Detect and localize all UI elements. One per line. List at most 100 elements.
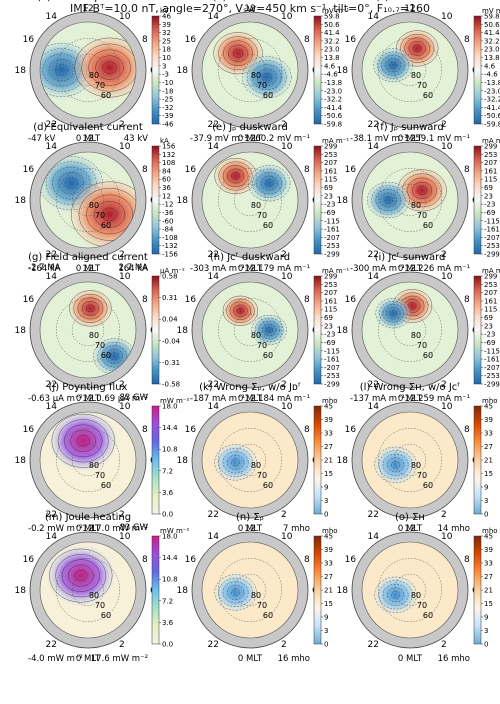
- contour-line: [227, 44, 249, 62]
- latitude-label: 80: [411, 591, 421, 600]
- latitude-label: 60: [101, 481, 111, 490]
- latitude-label: 60: [101, 611, 111, 620]
- contour-line: [58, 172, 85, 195]
- mlt-tick-label: 10: [119, 142, 131, 152]
- mlt-tick-label: 14: [368, 532, 380, 542]
- mlt-axis-label: 0 MLT: [238, 134, 263, 144]
- mlt-tick-label: 8: [142, 165, 148, 175]
- latitude-circle: [56, 428, 120, 492]
- colorbar-tick-label: -115: [484, 347, 500, 355]
- colorbar-tick-label: -23: [324, 201, 335, 209]
- mlt-tick-label: 8: [464, 295, 470, 305]
- latitude-circle: [361, 541, 459, 639]
- colorbar-tick-label: 33: [484, 430, 493, 438]
- contour-line: [386, 587, 405, 603]
- max-value-label: 17.0 mW m⁻²: [91, 524, 148, 534]
- panel-7: (g) Field aligned current807060121861410…: [15, 252, 185, 404]
- mlt-tick-label: 18: [177, 66, 189, 76]
- cell-blob: [365, 179, 412, 221]
- max-value-label: 17.6 mW m⁻²: [91, 654, 148, 664]
- colorbar-tick-label: 23.0: [324, 46, 340, 54]
- colorbar-tick-label: 207: [484, 159, 497, 167]
- contour-line: [374, 446, 417, 483]
- colorbar-tick-label: -0.58: [162, 381, 180, 389]
- mlt-tick-label: 14: [368, 272, 380, 282]
- colorbar: [313, 145, 322, 255]
- latitude-label: 70: [417, 471, 427, 480]
- colorbar-tick-label: 39: [484, 416, 493, 424]
- mlt-tick-label: 12: [82, 134, 93, 144]
- contour-line: [81, 301, 100, 316]
- mlt-tick-label: 12: [404, 394, 415, 404]
- mlt-tick-label: 10: [441, 272, 453, 282]
- latitude-circle: [361, 151, 459, 249]
- colorbar-tick-label: 39: [324, 416, 333, 424]
- latitude-circle: [393, 573, 427, 607]
- mlt-tick-label: 8: [142, 35, 148, 45]
- mlt-tick-label: 22: [46, 380, 57, 390]
- latitude-circle: [233, 443, 267, 477]
- latitude-label: 80: [89, 331, 99, 340]
- mlt-tick-label: 18: [337, 456, 349, 466]
- panel-1: (a) Electric potential807060121861410168…: [15, 0, 174, 144]
- colorbar: [151, 275, 160, 385]
- min-value-label: -0.63 μA m⁻²: [28, 394, 83, 404]
- contour-line: [389, 61, 398, 69]
- latitude-circle: [218, 38, 282, 102]
- map-field: [40, 22, 136, 118]
- mlt-tick-label: 22: [208, 640, 219, 650]
- colorbar: [151, 535, 160, 645]
- total-power-label: 83 GW: [119, 523, 148, 533]
- contour-line: [232, 48, 244, 58]
- panel-title: (h) Jᴄᶠ duskward: [210, 252, 290, 263]
- latitude-circle: [378, 168, 442, 232]
- colorbar-tick-label: 132: [162, 151, 175, 159]
- colorbar-tick-label: 0: [324, 641, 328, 649]
- mlt-tick-label: 16: [345, 35, 357, 45]
- mlt-tick-label: 12: [244, 524, 255, 534]
- latitude-label: 80: [251, 71, 261, 80]
- mlt-tick-label: 14: [46, 402, 58, 412]
- colorbar-tick-label: -69: [324, 339, 335, 347]
- mlt-tick-label: 10: [441, 532, 453, 542]
- colorbar-tick-label: 299: [324, 143, 337, 151]
- colorbar-tick-label: 41.4: [324, 29, 340, 37]
- contour-line: [382, 583, 409, 606]
- colorbar-tick-label: 18.0: [162, 403, 178, 411]
- latitude-circle: [218, 168, 282, 232]
- panel-8: (h) Jᴄᶠ duskward8070601218614101682220 M…: [177, 252, 350, 404]
- mlt-axis-label: 0 MLT: [76, 524, 101, 534]
- colorbar-tick-label: 23: [484, 192, 493, 200]
- map-field: [202, 152, 298, 248]
- contour-line: [264, 179, 274, 188]
- mlt-tick-label: 10: [119, 12, 131, 22]
- colorbar-tick-label: -0.04: [162, 337, 181, 345]
- colorbar-tick-label: 3: [484, 497, 488, 505]
- latitude-circle: [393, 313, 427, 347]
- contour-line: [260, 175, 278, 191]
- colorbar-tick-label: 9: [484, 614, 488, 622]
- mlt-tick-label: 8: [304, 555, 310, 565]
- latitude-label: 80: [251, 201, 261, 210]
- colorbar-tick-label: -23: [484, 331, 495, 339]
- colorbar-tick-label: 9: [484, 484, 488, 492]
- latitude-label: 60: [101, 221, 111, 230]
- contour-line: [373, 48, 413, 83]
- contour-line: [64, 424, 103, 458]
- mlt-tick-label: 14: [368, 12, 380, 22]
- map-field: [202, 282, 298, 378]
- contour-line: [404, 37, 431, 60]
- latitude-circle: [39, 541, 137, 639]
- colorbar-unit: μA m⁻²: [160, 267, 185, 275]
- figure-header: IMF Bᵀ=10.0 nT, angle=270°, Vₛw=450 km s…: [69, 2, 431, 15]
- colorbar-tick-label: 69: [484, 314, 493, 322]
- contour-line: [375, 298, 411, 329]
- panel-6: (f) Jₚ sunward8070601218614101682220 MLT…: [337, 122, 500, 274]
- latitude-circle: [218, 298, 282, 362]
- colorbar-tick-label: 27: [484, 573, 493, 581]
- colorbar-tick-label: -25: [162, 96, 173, 104]
- colorbar-tick-label: -13.8: [484, 79, 500, 87]
- colorbar-tick-label: 161: [324, 167, 337, 175]
- colorbar-tick-label: 0.31: [162, 294, 178, 302]
- contour-line: [391, 460, 401, 469]
